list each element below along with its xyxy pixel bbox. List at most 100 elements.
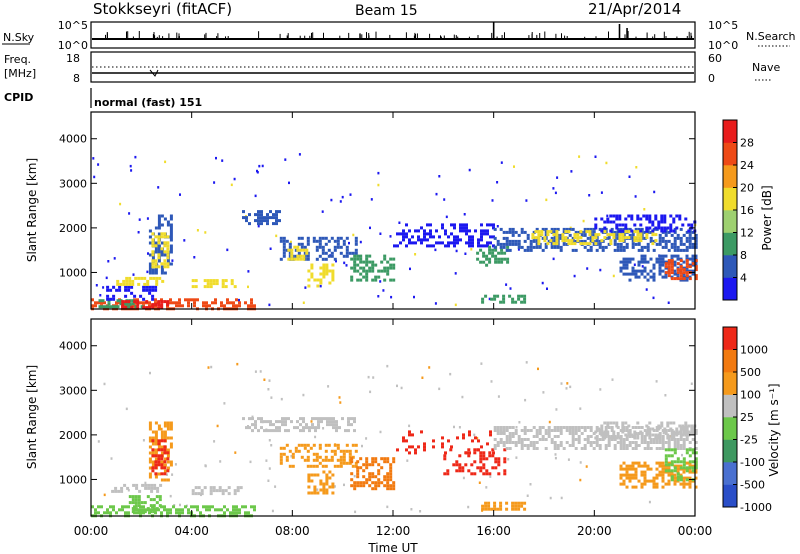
power-echo-cell	[500, 260, 504, 264]
velocity-echo-cell	[559, 429, 563, 432]
velocity-echo-cell	[386, 475, 390, 479]
power-echo-cell	[312, 236, 316, 240]
power-echo-cell	[130, 306, 134, 310]
velocity-echo-cell	[503, 448, 507, 452]
velocity-echo-cell	[157, 427, 161, 431]
velocity-echo-cell	[377, 484, 381, 488]
velocity-echo-cell	[664, 441, 668, 444]
power-echo-cell	[652, 266, 656, 270]
velocity-echo-cell	[339, 464, 343, 468]
power-echo-cell	[565, 242, 569, 246]
power-echo-cell	[331, 269, 335, 273]
power-echo-cell	[166, 259, 170, 263]
velocity-echo-cell	[670, 454, 674, 458]
velocity-echo-cell	[257, 417, 260, 421]
velocity-echo-cell	[532, 441, 536, 444]
velocity-echo-cell	[287, 429, 290, 433]
power-echo-cell	[486, 244, 489, 248]
power-echo-cell	[330, 236, 334, 240]
power-echo-cell	[616, 236, 620, 240]
power-echo-cell	[589, 245, 593, 249]
velocity-echo-cell	[535, 435, 539, 438]
power-echo-cell	[324, 257, 328, 261]
power-echo-cell	[315, 239, 319, 243]
power-echo-cell	[645, 236, 649, 240]
velocity-echo-cell	[324, 443, 328, 447]
velocity-echo-cell	[114, 486, 118, 490]
power-echo-cell	[690, 223, 694, 227]
power-echo-cell	[694, 268, 698, 272]
power-echo-cell	[146, 282, 150, 286]
velocity-echo-cell	[694, 432, 698, 435]
velocity-echo-cell	[640, 438, 644, 441]
power-noise-point	[302, 301, 305, 304]
velocity-echo-cell	[392, 487, 396, 491]
velocity-echo-cell	[637, 426, 641, 429]
power-echo-cell	[306, 242, 310, 246]
power-echo-cell	[282, 242, 286, 246]
velocity-echo-cell	[446, 469, 450, 473]
power-echo-cell	[482, 254, 486, 258]
power-echo-cell	[417, 235, 420, 239]
velocity-echo-cell	[163, 430, 167, 434]
velocity-echo-cell	[684, 430, 688, 434]
velocity-echo-cell	[676, 464, 680, 468]
velocity-echo-cell	[487, 507, 491, 511]
power-echo-cell	[529, 239, 533, 243]
velocity-echo-cell	[473, 451, 477, 455]
power-echo-cell	[116, 305, 120, 309]
velocity-echo-cell	[160, 511, 163, 515]
power-echo-cell	[297, 251, 301, 255]
velocity-echo-cell	[408, 445, 411, 449]
velocity-echo-cell	[597, 427, 601, 431]
power-echo-cell	[296, 254, 300, 258]
power-noise-point	[379, 280, 382, 283]
power-echo-cell	[266, 213, 269, 217]
power-noise-point	[455, 249, 458, 253]
velocity-echo-cell	[291, 452, 295, 456]
power-echo-cell	[517, 297, 521, 301]
power-echo-cell	[279, 236, 283, 240]
velocity-echo-cell	[302, 426, 305, 430]
velocity-echo-cell	[134, 501, 138, 505]
power-echo-cell	[371, 278, 375, 282]
velocity-echo-cell	[634, 476, 638, 480]
power-echo-cell	[660, 220, 664, 224]
velocity-echo-cell	[140, 510, 144, 514]
power-echo-cell	[142, 297, 146, 301]
velocity-echo-cell	[212, 486, 216, 490]
power-echo-cell	[299, 254, 303, 258]
power-echo-cell	[420, 241, 423, 245]
velocity-noise-point	[526, 494, 529, 497]
velocity-echo-cell	[160, 457, 164, 461]
power-colorbar-segment	[723, 277, 737, 301]
velocity-echo-cell	[655, 467, 659, 471]
velocity-echo-cell	[335, 423, 338, 427]
velocity-noise-point	[529, 483, 532, 486]
velocity-echo-cell	[359, 481, 363, 485]
power-echo-cell	[151, 268, 155, 272]
velocity-echo-cell	[655, 461, 659, 465]
velocity-echo-cell	[664, 469, 668, 473]
power-echo-cell	[447, 244, 450, 248]
velocity-echo-cell	[636, 433, 640, 437]
power-echo-cell	[508, 242, 512, 246]
power-echo-cell	[577, 230, 581, 234]
power-echo-cell	[502, 294, 506, 298]
power-echo-cell	[520, 294, 524, 298]
power-echo-cell	[386, 272, 390, 276]
power-noise-point	[546, 287, 548, 290]
power-echo-cell	[499, 245, 503, 249]
velocity-echo-cell	[517, 501, 521, 505]
power-echo-cell	[371, 263, 375, 267]
velocity-echo-cell	[350, 423, 353, 427]
velocity-echo-cell	[146, 495, 150, 499]
velocity-echo-cell	[215, 489, 219, 493]
power-echo-cell	[163, 217, 167, 221]
velocity-echo-cell	[315, 458, 319, 462]
velocity-echo-cell	[691, 460, 695, 464]
velocity-echo-cell	[285, 443, 289, 447]
power-echo-cell	[333, 257, 337, 261]
velocity-noise-point	[322, 427, 325, 430]
